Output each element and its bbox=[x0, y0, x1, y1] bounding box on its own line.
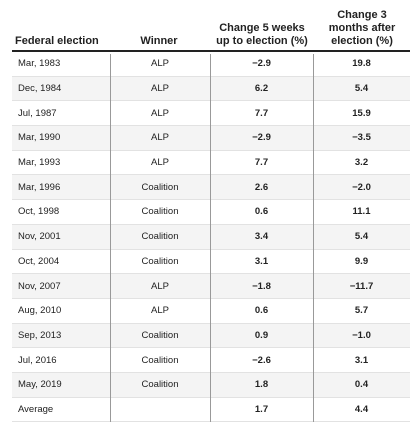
cell-change-3-months: 3.2 bbox=[354, 157, 369, 169]
cell-change-5-weeks: −2.6 bbox=[252, 354, 271, 366]
table-row: Aug, 2010 ALP 0.6 5.7 bbox=[12, 299, 410, 324]
table-row: Sep, 2013 Coalition 0.9 −1.0 bbox=[12, 323, 410, 349]
table-row: Oct, 2004 Coalition 3.1 9.9 bbox=[12, 250, 410, 275]
cell-change-3-months: −1.0 bbox=[352, 329, 371, 341]
cell-change-5-weeks: 0.9 bbox=[254, 329, 269, 341]
table-row: Nov, 2007 ALP −1.8 −11.7 bbox=[12, 274, 410, 299]
column-divider-1 bbox=[110, 54, 111, 423]
cell-federal-election: Nov, 2001 bbox=[18, 231, 61, 243]
cell-change-5-weeks: 2.6 bbox=[254, 181, 269, 193]
header-change-3-months-line-3: election (%) bbox=[331, 35, 393, 47]
cell-federal-election: Jul, 2016 bbox=[18, 354, 57, 366]
cell-change-3-months: −3.5 bbox=[352, 132, 371, 144]
cell-federal-election: Jul, 1987 bbox=[18, 107, 57, 119]
header-change-5-weeks-line-1: Change 5 weeks bbox=[219, 22, 305, 34]
cell-change-3-months: 5.4 bbox=[354, 83, 369, 95]
header-federal-election: Federal election bbox=[15, 35, 99, 47]
cell-change-5-weeks: 3.1 bbox=[254, 255, 269, 267]
cell-change-5-weeks: −2.9 bbox=[252, 58, 271, 70]
cell-federal-election: Oct, 2004 bbox=[18, 255, 60, 267]
cell-change-5-weeks: 1.7 bbox=[254, 403, 269, 415]
cell-winner: ALP bbox=[151, 107, 169, 119]
cell-winner: Coalition bbox=[141, 379, 179, 391]
cell-change-3-months: 11.1 bbox=[352, 206, 371, 218]
cell-change-5-weeks: 7.7 bbox=[254, 157, 269, 169]
cell-change-3-months: 3.1 bbox=[354, 354, 369, 366]
table-body: Mar, 1983 ALP −2.9 19.8 Dec, 1984 ALP 6.2 5.4 Ju… bbox=[12, 52, 410, 423]
cell-winner: Coalition bbox=[141, 206, 179, 218]
table-row: Average 1.7 4.4 bbox=[12, 398, 410, 423]
cell-federal-election: Oct, 1998 bbox=[18, 206, 60, 218]
cell-federal-election: May, 2019 bbox=[18, 379, 62, 391]
cell-change-5-weeks: 0.6 bbox=[254, 206, 269, 218]
cell-winner: ALP bbox=[151, 132, 169, 144]
cell-change-5-weeks: 3.4 bbox=[254, 231, 269, 243]
cell-change-5-weeks: 7.7 bbox=[254, 107, 269, 119]
table-row: Dec, 1984 ALP 6.2 5.4 bbox=[12, 76, 410, 102]
cell-federal-election: Mar, 1996 bbox=[18, 181, 61, 193]
cell-change-3-months: 9.9 bbox=[354, 255, 369, 267]
cell-winner: Coalition bbox=[141, 181, 179, 193]
cell-winner: ALP bbox=[151, 83, 169, 95]
cell-change-5-weeks: 0.6 bbox=[254, 305, 269, 317]
table-row: Oct, 1998 Coalition 0.6 11.1 bbox=[12, 200, 410, 225]
column-divider-3 bbox=[313, 54, 314, 423]
table-row: Jul, 1987 ALP 7.7 15.9 bbox=[12, 101, 410, 127]
cell-winner: ALP bbox=[151, 305, 169, 317]
cell-winner: Coalition bbox=[141, 354, 179, 366]
cell-federal-election: Aug, 2010 bbox=[18, 305, 62, 317]
cell-federal-election: Mar, 1990 bbox=[18, 132, 61, 144]
cell-change-3-months: −11.7 bbox=[349, 280, 374, 292]
cell-federal-election: Nov, 2007 bbox=[18, 280, 61, 292]
header-winner: Winner bbox=[140, 35, 178, 47]
election-table: Federal election Winner Change 5 weeks u… bbox=[12, 8, 410, 423]
cell-winner: ALP bbox=[151, 280, 169, 292]
table-row: Mar, 1996 Coalition 2.6 −2.0 bbox=[12, 175, 410, 201]
cell-winner: Coalition bbox=[141, 231, 179, 243]
header-change-3-months-line-1: Change 3 bbox=[337, 9, 387, 21]
header-change-3-months: Change 3 months after election (%) bbox=[314, 9, 410, 48]
cell-federal-election: Sep, 2013 bbox=[18, 329, 62, 341]
cell-change-3-months: 0.4 bbox=[354, 379, 369, 391]
cell-winner: ALP bbox=[151, 58, 169, 70]
table-row: Mar, 1990 ALP −2.9 −3.5 bbox=[12, 126, 410, 151]
header-change-3-months-line-2: months after bbox=[328, 22, 396, 34]
cell-change-3-months: 5.7 bbox=[354, 305, 369, 317]
header-change-5-weeks-line-2: up to election (%) bbox=[216, 35, 308, 47]
header-change-5-weeks: Change 5 weeks up to election (%) bbox=[212, 22, 312, 48]
cell-change-3-months: 5.4 bbox=[354, 231, 369, 243]
cell-winner: ALP bbox=[151, 157, 169, 169]
table-row: Mar, 1983 ALP −2.9 19.8 bbox=[12, 52, 410, 77]
table-row: Jul, 2016 Coalition −2.6 3.1 bbox=[12, 348, 410, 373]
cell-change-5-weeks: 6.2 bbox=[254, 83, 269, 95]
table-row: May, 2019 Coalition 1.8 0.4 bbox=[12, 372, 410, 398]
cell-federal-election: Average bbox=[18, 403, 54, 415]
table-header: Federal election Winner Change 5 weeks u… bbox=[12, 8, 410, 52]
cell-change-3-months: 4.4 bbox=[354, 403, 369, 415]
table-row: Nov, 2001 Coalition 3.4 5.4 bbox=[12, 224, 410, 250]
cell-change-3-months: 19.8 bbox=[352, 58, 371, 70]
table-row: Mar, 1993 ALP 7.7 3.2 bbox=[12, 151, 410, 176]
cell-change-5-weeks: −1.8 bbox=[252, 280, 271, 292]
cell-federal-election: Dec, 1984 bbox=[18, 83, 62, 95]
column-divider-2 bbox=[210, 54, 211, 423]
cell-change-3-months: −2.0 bbox=[352, 181, 371, 193]
cell-federal-election: Mar, 1983 bbox=[18, 58, 61, 70]
cell-change-5-weeks: 1.8 bbox=[254, 379, 269, 391]
cell-winner: Coalition bbox=[141, 329, 179, 341]
cell-change-5-weeks: −2.9 bbox=[252, 132, 271, 144]
cell-winner: Coalition bbox=[141, 255, 179, 267]
cell-federal-election: Mar, 1993 bbox=[18, 157, 61, 169]
cell-change-3-months: 15.9 bbox=[352, 107, 371, 119]
cell-winner bbox=[110, 398, 210, 422]
